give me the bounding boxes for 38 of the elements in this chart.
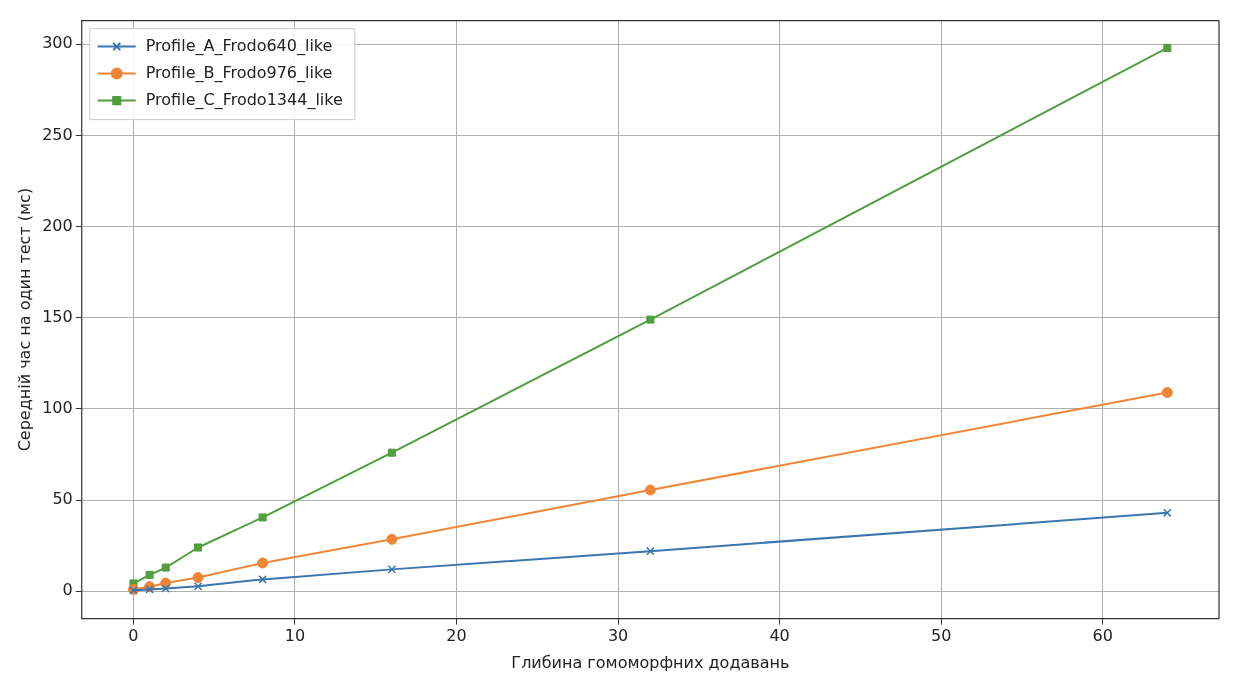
- y-tick-label: 50: [52, 489, 73, 509]
- x-tick-label: 0: [128, 626, 139, 646]
- x-tick-label: 40: [769, 626, 790, 646]
- y-tick-label: 0: [62, 580, 73, 600]
- point: [258, 575, 267, 584]
- x-tick-label: 10: [284, 626, 306, 646]
- y-axis-title: Середній час на один тест (мс): [14, 187, 34, 452]
- point: [257, 557, 269, 569]
- point: [386, 533, 398, 545]
- point: [161, 584, 171, 593]
- legend-label: Profile_C_Frodo1344_like: [145, 89, 343, 110]
- x-tick-label: 60: [1092, 626, 1113, 646]
- point: [646, 315, 655, 324]
- point: [192, 572, 204, 584]
- legend-label: Profile_A_Frodo640_like: [145, 35, 333, 56]
- point: [194, 543, 203, 552]
- x-tick-label: 30: [607, 626, 629, 646]
- point: [193, 582, 203, 591]
- point: [258, 513, 267, 522]
- x-tick-label: 50: [930, 626, 952, 646]
- legend-label: Profile_B_Frodo976_like: [145, 62, 333, 83]
- point: [145, 570, 154, 579]
- y-tick-label: 250: [42, 124, 73, 144]
- y-tick-label: 150: [42, 306, 73, 326]
- point: [161, 563, 170, 572]
- y-tick-label: 200: [42, 215, 73, 235]
- y-tick-label: 300: [42, 33, 73, 53]
- point: [1161, 387, 1173, 399]
- point: [1163, 508, 1172, 518]
- x-axis-title: Глибина гомоморфних додавань: [511, 652, 790, 672]
- point: [387, 565, 397, 574]
- point: [646, 546, 655, 556]
- point: [644, 484, 656, 496]
- point: [145, 585, 154, 594]
- x-tick-label: 20: [446, 626, 467, 646]
- point: [1163, 43, 1172, 52]
- point: [387, 448, 396, 457]
- y-tick-label: 100: [42, 398, 73, 418]
